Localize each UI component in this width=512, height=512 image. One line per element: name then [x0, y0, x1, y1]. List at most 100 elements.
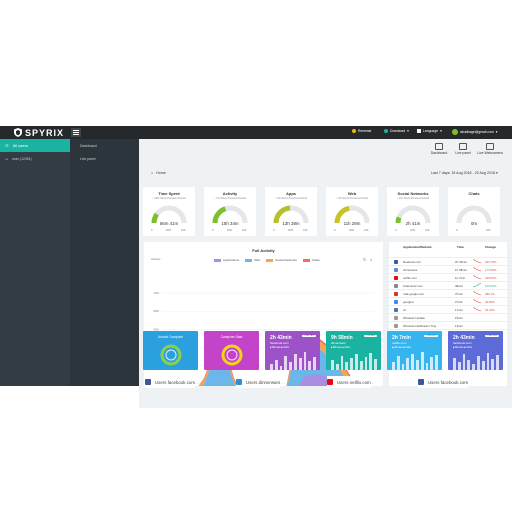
download-button[interactable]: Download ▾ — [384, 129, 409, 133]
stat-scale-max: 100 — [242, 229, 247, 232]
app-name: google.it — [403, 300, 414, 304]
app-icon — [394, 276, 398, 280]
stat-scale-max: 100 — [181, 229, 186, 232]
app-icon — [394, 268, 398, 272]
top-bar: SPYRIX Renewal Download ▾ Language ▾ aku… — [0, 126, 512, 139]
gauge-fill — [334, 205, 350, 224]
app-change: 100.00% — [485, 284, 497, 288]
stat-scale-min: 0 — [334, 229, 336, 232]
refresh-icon[interactable]: ↻ — [363, 257, 367, 262]
summary-card[interactable]: 2h 43min facebook.com ■ Minutes ■ Visits +3… — [265, 331, 320, 370]
header-live-panel-button[interactable]: Live panel — [450, 143, 476, 155]
date-range-picker[interactable]: Last 7 days: 15 Aug 2018 - 22 Aug 2018 ▾ — [431, 171, 498, 175]
stat-card[interactable]: Apps ↑ 0% Since Previous Period 13h 38m 0 40… — [265, 187, 317, 236]
summary-card[interactable]: Computer Data — [204, 331, 259, 370]
app-icon — [394, 292, 398, 296]
stat-card[interactable]: Chats 0m 0 100 — [448, 187, 500, 236]
bar — [350, 358, 353, 370]
bottom-link-label: Users netflix.com — [337, 379, 371, 385]
stat-card[interactable]: Social Networks ↑ 2% Since Previous Perio… — [387, 187, 439, 236]
menu-toggle-button[interactable] — [71, 128, 81, 137]
bar — [401, 364, 405, 370]
bar — [298, 358, 302, 370]
card-legend: ■ Minutes ■ Visits — [453, 346, 472, 349]
brand-logo[interactable]: SPYRIX — [14, 127, 64, 138]
subnav-item-dashboard[interactable]: Dashboard — [80, 143, 97, 148]
renewal-button[interactable]: Renewal — [352, 129, 371, 133]
stat-card[interactable]: Web ↑ 3% Since Previous Period 11h 29m 0 40%… — [326, 187, 378, 236]
table-row[interactable]: dinnerwars 1h 38min 174.98% — [389, 265, 507, 274]
bar — [430, 357, 434, 370]
gauge-fill — [212, 206, 227, 224]
chevron-down-icon: ▾ — [407, 129, 409, 133]
flag-icon — [417, 129, 421, 133]
legend-item[interactable]: Web — [245, 258, 260, 262]
gauge-fill — [151, 212, 159, 224]
table-row[interactable]: mail.google.com 37min 380.1% — [389, 289, 507, 298]
card-legend: ■ Minutes ■ Visits — [392, 346, 411, 349]
table-row[interactable]: facebook.com 2h 43min 330.78% — [389, 257, 507, 266]
table-row[interactable]: Windows Notification Tray 13min — [389, 321, 507, 330]
table-row[interactable]: netflix.com 1h 7min 228.52% — [389, 273, 507, 282]
card-bars — [453, 352, 499, 370]
table-row[interactable]: vk 17min 36.43% — [389, 305, 507, 314]
summary-card[interactable]: 2h 7min netflix.com ■ Minutes ■ Visits +228… — [387, 331, 442, 370]
stat-value: 0m — [470, 221, 478, 226]
summary-card[interactable]: 2h 43min facebook.com ■ Minutes ■ Visits +3… — [448, 331, 503, 370]
table-row[interactable]: indiemusic.com 38min 100.00% — [389, 281, 507, 290]
table-row[interactable]: google.it 27min 30.89% — [389, 297, 507, 306]
stat-title: Apps — [286, 191, 296, 196]
breadcrumb-home[interactable]: Home — [156, 171, 166, 175]
bar — [396, 356, 400, 370]
bottom-link[interactable]: Users facebook.com — [145, 376, 196, 388]
legend-label: Social Networks — [275, 258, 297, 262]
header-dashboard-button[interactable]: Dashboard — [426, 143, 452, 155]
app-icon — [394, 284, 398, 288]
sidebar-item-all-users[interactable]: ☷ All users — [0, 139, 70, 152]
trend-sparkline — [473, 259, 481, 264]
stat-card[interactable]: Time Spent ↑ 29% Since Previous Period 56m… — [143, 187, 195, 236]
app-name: indiemusic.com — [403, 284, 423, 288]
y-tick-label: 70% — [153, 291, 159, 295]
app-icon — [394, 324, 398, 328]
stat-card[interactable]: Activity ↑ 7% Since Previous Period 15h 34… — [204, 187, 256, 236]
date-range-label: Last 7 days: 15 Aug 2018 - 22 Aug 2018 — [431, 171, 495, 175]
app-icon — [394, 260, 398, 264]
download-icon[interactable]: ⭳ — [370, 257, 372, 262]
summary-card[interactable]: Around Computer — [143, 331, 198, 370]
app-time: 27min — [455, 300, 463, 304]
menu-icon-line — [73, 134, 79, 135]
legend-item[interactable]: Chats — [302, 258, 320, 262]
subnav-item-live-panel[interactable]: Live panel — [80, 156, 96, 161]
bar — [313, 357, 316, 370]
language-button[interactable]: Language ▾ — [417, 129, 442, 133]
stat-scale-min: 0 — [273, 229, 275, 232]
bar — [374, 359, 377, 370]
user-menu[interactable]: akudbage@gmail.com ▾ — [452, 129, 498, 135]
header-live-webcamera-button[interactable]: Live Webcamera — [475, 143, 505, 155]
ring-chart — [221, 344, 243, 366]
bottom-link[interactable]: Users facebook.com — [418, 376, 469, 388]
stat-value: 13h 38m — [282, 221, 300, 226]
summary-card[interactable]: 9h 58min dinnerwars ■ Minutes ■ Visits 174.… — [326, 331, 381, 370]
card-subtitle: dinnerwars — [331, 341, 346, 345]
trend-sparkline — [473, 283, 481, 288]
stat-scale-max: 100 — [364, 229, 369, 232]
table-row[interactable]: Windows Update 15min — [389, 313, 507, 322]
site-icon — [145, 379, 151, 385]
bottom-link[interactable]: Users netflix.com — [327, 376, 371, 388]
stat-title: Social Networks — [397, 191, 429, 196]
bottom-area — [139, 386, 512, 408]
column-header-time: Time — [457, 245, 464, 249]
stat-value: 56m 41m — [159, 221, 179, 226]
sidebar-item-user[interactable]: ▭ user-(12451) — [0, 153, 70, 164]
stat-subtitle: ↑ 0% Since Previous Period — [274, 197, 307, 200]
bottom-link[interactable]: Users dinnerwars — [236, 376, 281, 388]
stat-subtitle: ↑ 2% Since Previous Period — [396, 197, 429, 200]
app-change: 36.43% — [485, 308, 495, 312]
legend-item[interactable]: Applications — [214, 258, 239, 262]
card-value: 2h 7min — [392, 335, 411, 341]
monitor-icon: ▭ — [5, 156, 9, 161]
card-value: 2h 43min — [270, 335, 292, 341]
legend-item[interactable]: Social Networks — [266, 258, 297, 262]
